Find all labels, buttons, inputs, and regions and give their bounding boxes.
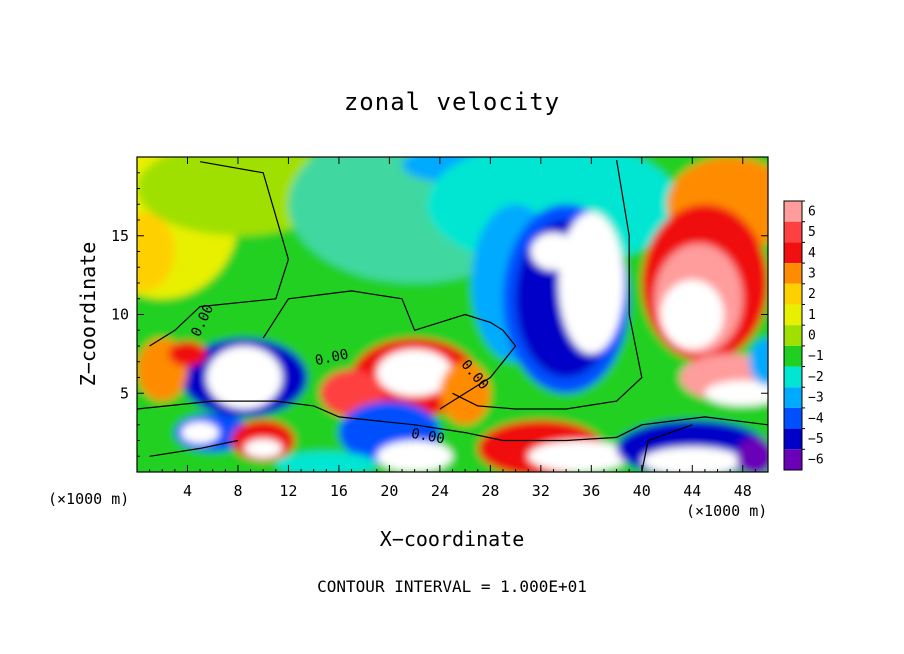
colorbar-swatch xyxy=(784,345,802,367)
colorbar-swatch xyxy=(784,221,802,243)
colorbar-swatch xyxy=(784,449,802,470)
zero-contour-line xyxy=(149,439,239,457)
colorbar-frame xyxy=(783,200,803,471)
colorbar-swatch xyxy=(784,387,802,408)
colorbar-label: 5 xyxy=(808,225,816,240)
colorbar-label: 6 xyxy=(808,204,816,219)
x-unit-left: (×1000 m) xyxy=(48,490,130,508)
colorbar-label: −2 xyxy=(808,370,824,385)
x-tick-label: 48 xyxy=(734,482,752,500)
colorbar-label: −5 xyxy=(808,432,824,447)
colorbar-label: −6 xyxy=(808,453,824,468)
colorbar-swatch xyxy=(784,242,802,264)
colorbar-label: 3 xyxy=(808,266,816,281)
contour-interval-note: CONTOUR INTERVAL = 1.000E+01 xyxy=(317,577,587,596)
zero-contour-line xyxy=(452,160,643,410)
colorbar-label: 4 xyxy=(808,246,816,261)
chart-title: zonal velocity xyxy=(343,88,561,116)
colorbar-label: −1 xyxy=(808,349,824,364)
zero-contour-line xyxy=(137,400,768,442)
colorbar-swatch xyxy=(784,366,802,388)
x-tick-label: 36 xyxy=(582,482,600,500)
x-unit-right: (×1000 m) xyxy=(686,502,768,520)
velocity-field xyxy=(137,157,768,472)
colorbar-swatch xyxy=(784,263,802,284)
colorbar-label: −3 xyxy=(808,391,824,406)
y-axis-label: Z−coordinate xyxy=(76,241,100,387)
colorbar-swatch xyxy=(784,304,802,326)
x-tick-label: 24 xyxy=(431,482,449,500)
colorbar-swatch xyxy=(784,325,802,346)
colorbar-label: 2 xyxy=(808,287,816,302)
x-tick-label: 40 xyxy=(633,482,651,500)
colorbar-swatch xyxy=(784,201,802,222)
y-tick-label: 15 xyxy=(111,227,129,245)
colorbar-swatch xyxy=(784,283,802,305)
contour-label: 0.00 xyxy=(314,347,350,370)
zero-contours xyxy=(137,160,768,472)
zero-contour-line xyxy=(149,161,290,347)
x-axis-label: X−coordinate xyxy=(379,527,525,551)
colorbar: 6 5 4 3 2 1 0 −1 −2 −3 −4 −5 −6 xyxy=(783,200,824,471)
x-tick-label: 32 xyxy=(532,482,550,500)
contour-label: 0.00 xyxy=(410,426,446,448)
colorbar-label: 0 xyxy=(808,329,816,344)
x-tick-label: 12 xyxy=(279,482,297,500)
x-tick-label: 44 xyxy=(683,482,701,500)
colorbar-swatch xyxy=(784,407,802,429)
x-tick-label: 4 xyxy=(183,482,192,500)
colorbar-label: −4 xyxy=(808,411,824,426)
x-tick-label: 28 xyxy=(481,482,499,500)
x-tick-label: 16 xyxy=(330,482,348,500)
zero-contour-line xyxy=(641,424,693,472)
colorbar-swatch xyxy=(784,428,802,450)
y-tick-label: 10 xyxy=(111,306,129,324)
x-tick-label: 8 xyxy=(233,482,242,500)
y-tick-label: 5 xyxy=(120,384,129,402)
x-tick-label: 20 xyxy=(380,482,398,500)
zero-contour-line xyxy=(262,290,517,410)
colorbar-label: 1 xyxy=(808,308,816,323)
